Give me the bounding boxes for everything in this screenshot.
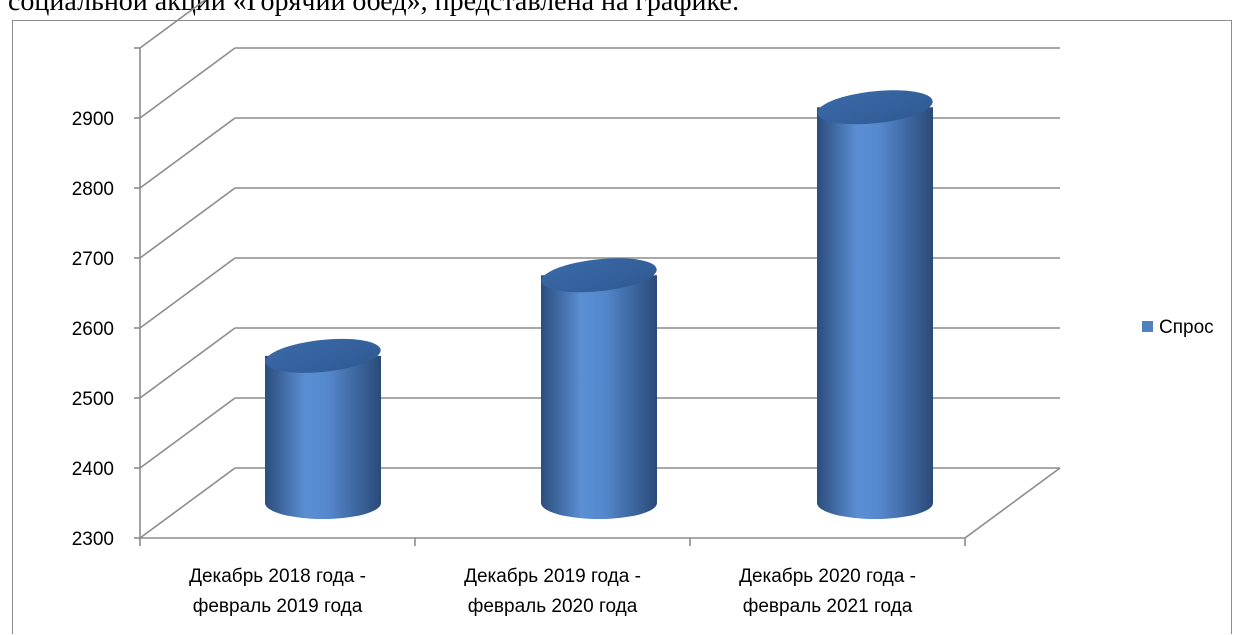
- bar-top: [541, 258, 657, 293]
- y-tick-label: 2500: [72, 389, 114, 410]
- bars: [265, 90, 933, 520]
- chart-frame: [12, 20, 1232, 634]
- y-tick-label: 2800: [72, 179, 114, 200]
- legend: Спрос: [1142, 317, 1214, 338]
- grid-diagonal: [139, 0, 207, 49]
- bar: [817, 90, 933, 520]
- bar: [541, 258, 657, 519]
- y-tick-label: 2900: [72, 109, 114, 130]
- bar-body: [541, 275, 657, 519]
- grid-diagonal: [139, 257, 236, 329]
- bar-body: [265, 355, 381, 519]
- grid-diagonal: [139, 47, 236, 119]
- bar-body: [817, 107, 933, 520]
- x-tick-label: Декабрь 2018 года -: [189, 566, 366, 587]
- y-tick-label: 2600: [72, 319, 114, 340]
- legend-label: Спрос: [1159, 317, 1214, 338]
- caption-text: социальной акции «Горячий обед», предста…: [8, 0, 740, 17]
- grid-diagonal: [139, 117, 236, 189]
- x-tick-label: февраль 2019 года: [193, 596, 363, 617]
- grid-diagonal: [139, 187, 236, 259]
- x-tick-label: Декабрь 2019 года -: [464, 566, 641, 587]
- axes: [134, 47, 966, 546]
- x-tick-label: Декабрь 2020 года -: [739, 566, 916, 587]
- axis-labels: 2300 2400 2500 2600 2700 2800 2900 Декабрь 2018…: [72, 109, 916, 617]
- grid-diagonal: [139, 467, 236, 539]
- bar: [265, 338, 381, 519]
- bar-top: [265, 338, 381, 373]
- y-tick-label: 2300: [72, 529, 114, 550]
- floor-edge: [964, 467, 1061, 539]
- grid-diagonal: [139, 397, 236, 469]
- y-tick-label: 2700: [72, 249, 114, 270]
- x-tick-label: февраль 2020 года: [468, 596, 638, 617]
- x-tick-label: февраль 2021 года: [743, 596, 913, 617]
- bar-top: [817, 90, 933, 125]
- legend-swatch: [1142, 321, 1153, 332]
- grid-diagonal: [139, 327, 236, 399]
- y-tick-label: 2400: [72, 459, 114, 480]
